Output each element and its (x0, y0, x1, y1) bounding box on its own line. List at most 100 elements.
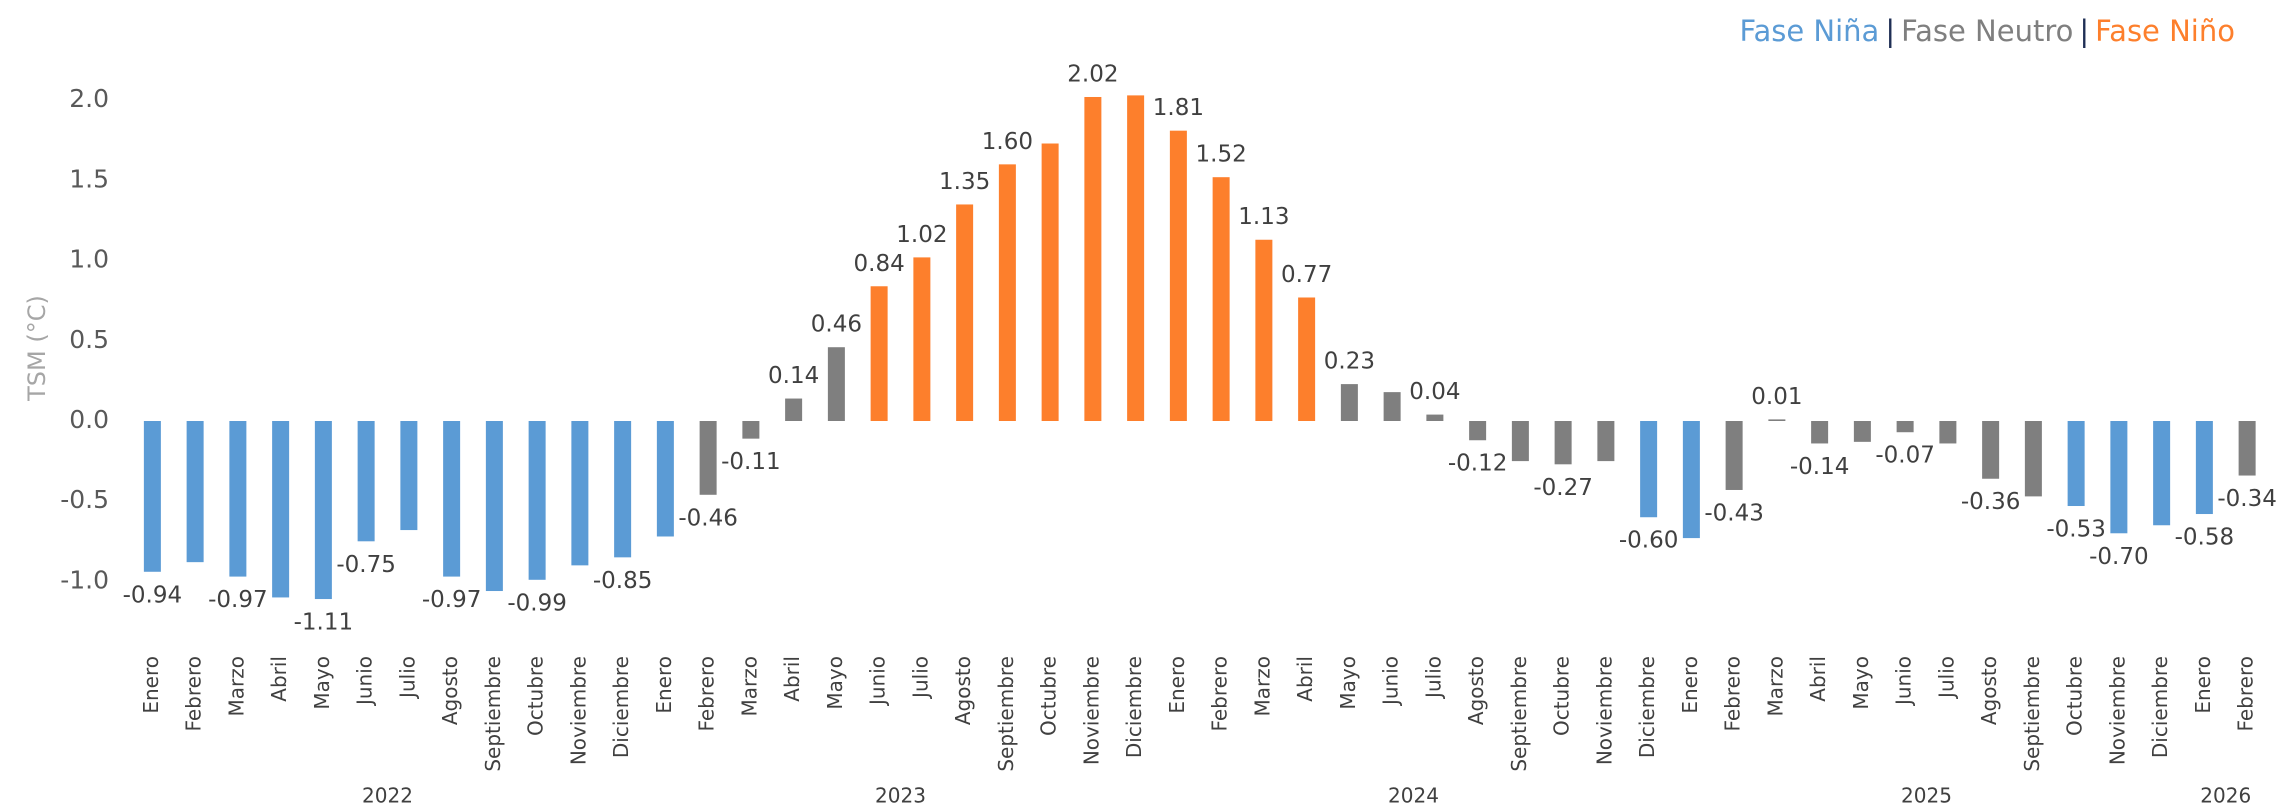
x-group-label: 2024 (1388, 784, 1439, 808)
y-tick-label: 0.5 (69, 325, 109, 354)
data-label: -0.97 (208, 587, 268, 613)
x-tick-label: Septiembre (2020, 656, 2044, 772)
x-tick-label: Diciembre (2148, 656, 2172, 758)
bar (2195, 421, 2213, 515)
x-tick-label: Enero (1678, 656, 1702, 714)
y-tick-label: 1.0 (69, 245, 109, 274)
x-tick-label: Junio (866, 656, 890, 707)
bar (357, 421, 375, 542)
data-label: -0.53 (2046, 517, 2106, 543)
bar (272, 421, 290, 598)
data-label: -0.60 (1619, 528, 1679, 554)
legend-entry: Fase Niña (1739, 14, 1879, 48)
x-tick-label: Julio (395, 656, 419, 700)
data-label: -0.58 (2175, 525, 2235, 551)
x-tick-label: Enero (2191, 656, 2215, 714)
x-tick-label: Octubre (524, 656, 548, 736)
x-tick-label: Abril (780, 656, 804, 702)
bar (1682, 421, 1700, 539)
bar (956, 204, 974, 421)
bar (400, 421, 418, 531)
x-tick-label: Abril (267, 656, 291, 702)
x-tick-label: Marzo (1763, 656, 1787, 716)
data-label: 0.46 (811, 312, 862, 338)
x-tick-label: Noviembre (1592, 656, 1616, 765)
bar (1511, 421, 1529, 462)
bar (1169, 130, 1187, 421)
legend-entry: Fase Niño (2095, 14, 2235, 48)
bar (1127, 95, 1145, 421)
bar (443, 421, 461, 577)
bar (1597, 421, 1615, 462)
bar (1084, 96, 1102, 421)
data-label: -0.75 (336, 552, 396, 578)
bar (827, 347, 845, 421)
x-tick-label: Octubre (1037, 656, 1061, 736)
x-tick-label: Julio (908, 656, 932, 700)
x-group-label: 2023 (875, 784, 926, 808)
x-tick-label: Julio (1421, 656, 1445, 700)
legend-separator: | (1885, 14, 1895, 48)
data-label: -0.27 (1533, 475, 1593, 501)
bar (2110, 421, 2128, 534)
x-tick-label: Junio (1892, 656, 1916, 707)
x-tick-label: Diciembre (609, 656, 633, 758)
x-tick-label: Enero (1165, 656, 1189, 714)
bar (1255, 239, 1273, 421)
bar (1469, 421, 1487, 441)
legend-separator: | (2079, 14, 2089, 48)
bar (1554, 421, 1572, 465)
x-group-label: 2025 (1901, 784, 1952, 808)
data-label: 1.35 (939, 169, 990, 195)
bar (2024, 421, 2042, 497)
bar (998, 164, 1016, 422)
legend-entry: Fase Neutro (1901, 14, 2073, 48)
bar (1041, 143, 1059, 421)
x-tick-label: Enero (652, 656, 676, 714)
bar (785, 398, 803, 421)
x-tick-label: Julio (1934, 656, 1958, 700)
x-tick-label: Enero (139, 656, 163, 714)
x-tick-label: Abril (1293, 656, 1317, 702)
bar (1298, 297, 1316, 421)
bar (2153, 421, 2171, 526)
y-axis-label: TSM (°C) (23, 295, 51, 402)
data-label: 0.23 (1324, 349, 1375, 375)
bar (528, 421, 546, 580)
bar (1811, 421, 1829, 444)
bar (485, 421, 503, 592)
bar (571, 421, 589, 566)
y-tick-label: 2.0 (69, 84, 109, 113)
x-tick-label: Septiembre (1507, 656, 1531, 772)
x-tick-label: Octubre (1550, 656, 1574, 736)
y-tick-label: -1.0 (60, 565, 109, 594)
bar (614, 421, 632, 558)
x-tick-label: Mayo (1336, 656, 1360, 710)
bar (1896, 421, 1914, 433)
data-label: 1.60 (982, 129, 1033, 155)
x-tick-label: Marzo (1250, 656, 1274, 716)
bar (656, 421, 674, 537)
data-label: -0.43 (1704, 500, 1764, 526)
y-tick-label: 1.5 (69, 164, 109, 193)
legend: Fase Niña | Fase Neutro | Fase Niño (1739, 14, 2235, 48)
y-tick-label: 0.0 (69, 405, 109, 434)
data-label: 2.02 (1067, 61, 1118, 87)
bar (870, 286, 888, 421)
x-tick-label: Abril (1806, 656, 1830, 702)
x-tick-label: Junio (353, 656, 377, 707)
x-tick-label: Mayo (823, 656, 847, 710)
x-tick-label: Septiembre (481, 656, 505, 772)
x-tick-label: Marzo (224, 656, 248, 716)
data-label: -0.70 (2089, 544, 2149, 570)
bar (1982, 421, 2000, 479)
data-label: -0.99 (507, 590, 567, 616)
bar (699, 421, 717, 495)
data-label: -0.85 (593, 568, 653, 594)
data-label: -0.36 (1961, 489, 2021, 515)
x-tick-label: Agosto (438, 656, 462, 725)
x-tick-label: Febrero (1721, 656, 1745, 732)
data-label: -0.11 (721, 449, 781, 475)
data-label: -0.34 (2217, 486, 2276, 512)
x-tick-label: Febrero (2234, 656, 2258, 732)
